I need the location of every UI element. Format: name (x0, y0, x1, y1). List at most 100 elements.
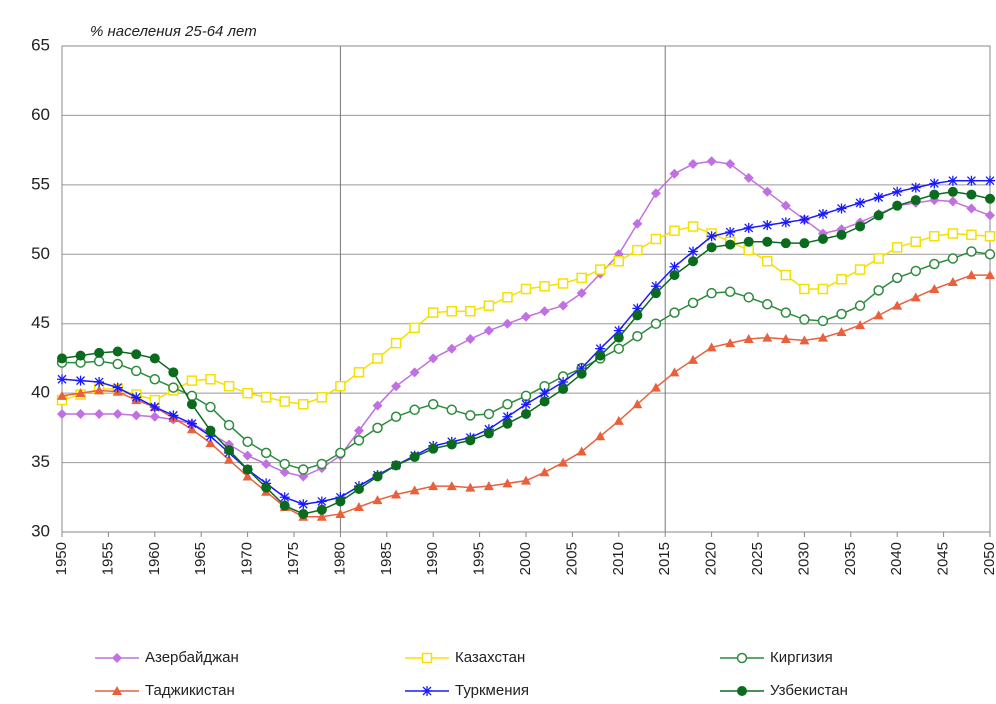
marker (131, 349, 142, 360)
marker (632, 303, 643, 314)
marker (780, 269, 792, 281)
marker (409, 452, 420, 463)
marker (502, 418, 513, 429)
marker (335, 508, 346, 518)
marker (279, 492, 290, 503)
legend-item: Туркмения (405, 682, 529, 699)
marker (94, 377, 105, 388)
marker (799, 335, 810, 345)
marker (613, 255, 625, 267)
marker (75, 408, 86, 419)
marker (725, 338, 736, 348)
marker (521, 399, 531, 410)
marker (910, 182, 921, 193)
marker (929, 230, 940, 242)
marker (836, 327, 847, 337)
marker (632, 244, 643, 256)
marker (669, 270, 680, 281)
marker (966, 189, 977, 200)
marker (539, 388, 550, 399)
marker (947, 228, 959, 239)
marker (391, 489, 402, 499)
marker (465, 305, 476, 317)
marker (762, 186, 773, 197)
marker (372, 422, 383, 434)
legend-label: Киргизия (770, 649, 833, 666)
marker (650, 318, 662, 329)
marker (743, 222, 754, 233)
marker (706, 242, 717, 253)
marker (836, 308, 847, 320)
legend-item: Таджикистан (95, 682, 235, 699)
marker (483, 428, 494, 439)
legend-label: Узбекистан (770, 682, 848, 699)
marker (817, 234, 828, 245)
x-tick-label: 2020 (703, 542, 720, 575)
marker (929, 178, 940, 189)
marker (817, 315, 829, 327)
marker (205, 431, 216, 442)
x-tick-label: 1980 (331, 542, 348, 575)
marker (75, 375, 86, 386)
marker (706, 231, 717, 242)
marker (149, 411, 160, 422)
marker (427, 399, 439, 410)
marker (762, 299, 773, 310)
marker (242, 450, 253, 461)
marker (428, 443, 439, 454)
marker (224, 454, 235, 464)
marker (613, 325, 624, 336)
marker (891, 272, 903, 284)
marker (613, 332, 624, 343)
legend-item: Казахстан (405, 649, 525, 666)
marker (929, 258, 940, 270)
marker (428, 353, 439, 364)
marker (279, 458, 290, 470)
x-tick-label: 1960 (146, 542, 163, 575)
marker (205, 438, 216, 448)
marker (224, 445, 235, 456)
marker (260, 392, 272, 403)
x-tick-label: 1955 (99, 542, 116, 575)
marker (891, 242, 903, 253)
marker (316, 392, 328, 403)
marker (595, 343, 606, 354)
x-tick-label: 2040 (888, 542, 905, 575)
marker (817, 332, 828, 342)
legend-label: Таджикистан (145, 682, 235, 699)
marker (521, 408, 531, 419)
legend-item: Узбекистан (720, 682, 848, 699)
marker (688, 354, 699, 364)
marker (446, 481, 457, 491)
marker (688, 159, 699, 170)
marker (799, 283, 810, 295)
marker (421, 652, 433, 664)
marker (502, 411, 513, 422)
marker (725, 227, 736, 238)
marker (687, 297, 699, 309)
marker (669, 367, 680, 377)
marker (391, 460, 402, 471)
marker (762, 236, 773, 247)
marker (483, 408, 495, 420)
y-tick-label: 60 (31, 105, 50, 124)
marker (632, 218, 643, 229)
marker (372, 471, 383, 482)
marker (632, 399, 643, 409)
marker (409, 322, 420, 334)
marker (391, 381, 402, 392)
marker (112, 358, 123, 370)
marker (502, 478, 513, 488)
marker (780, 307, 792, 318)
marker (539, 280, 550, 292)
x-tick-label: 1990 (424, 542, 441, 575)
marker (947, 175, 958, 186)
marker (706, 342, 717, 352)
marker (465, 333, 476, 344)
marker (688, 246, 699, 257)
marker (112, 686, 122, 695)
marker (650, 281, 661, 292)
marker (186, 375, 198, 386)
